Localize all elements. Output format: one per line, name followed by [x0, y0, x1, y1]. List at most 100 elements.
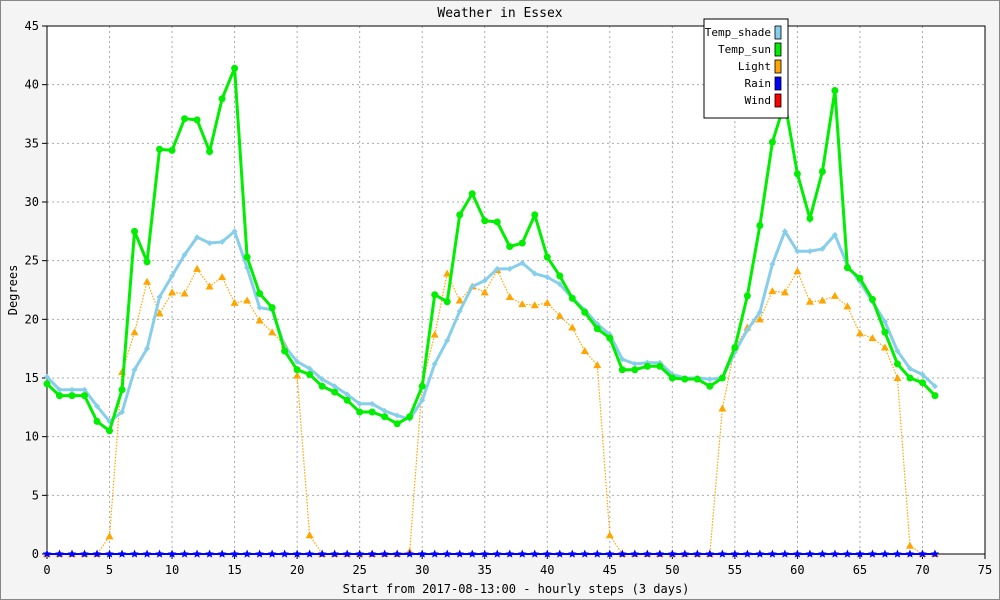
rain-point [618, 549, 627, 558]
rain-point [305, 549, 314, 558]
rain-point [255, 549, 264, 558]
rain-point [768, 549, 777, 558]
temp-sun-point [518, 239, 526, 247]
rain-point [805, 549, 815, 558]
x-tick-label: 70 [915, 563, 929, 577]
rain-point [593, 549, 602, 558]
light-point [130, 328, 139, 336]
temp-shade-point [431, 360, 438, 367]
light-point [830, 291, 839, 299]
x-tick-label: 35 [478, 563, 492, 577]
temp-shade-point [144, 345, 151, 352]
rain-point [530, 549, 540, 558]
light-point [155, 309, 164, 317]
x-axis-label: Start from 2017-08-13:00 - hourly steps … [343, 582, 690, 596]
x-tick-label: 5 [106, 563, 113, 577]
temp-sun-point [481, 217, 489, 225]
temp-sun-point [356, 408, 364, 416]
rain-point [330, 549, 339, 558]
rain-point [542, 549, 552, 558]
x-tick-label: 25 [352, 563, 366, 577]
temp-shade-point [419, 397, 426, 404]
light-point [543, 298, 552, 306]
temp-shade-point [519, 260, 526, 267]
light-line [47, 267, 935, 555]
rain-point [780, 549, 790, 558]
temp-sun-point [318, 382, 326, 390]
series-layer [42, 64, 940, 558]
plot-area [47, 26, 985, 554]
rain-point [155, 549, 164, 558]
rain-point [117, 549, 127, 558]
temp-shade-point [831, 231, 838, 238]
rain-point [693, 549, 702, 558]
temp-sun-point [831, 87, 839, 95]
temp-shade-point [506, 265, 513, 272]
temp-shade-point [181, 251, 188, 258]
rain-point [380, 549, 389, 558]
legend-swatch-temp-sun [774, 42, 782, 57]
temp-sun-point [856, 274, 864, 282]
x-tick-label: 40 [540, 563, 554, 577]
temp-shade-point [444, 337, 451, 344]
temp-sun-point [618, 366, 626, 374]
rain-point [80, 549, 89, 558]
temp-sun-point [606, 334, 614, 342]
temp-shade-point [919, 371, 926, 378]
temp-shade-point [481, 277, 488, 284]
light-point [868, 334, 877, 342]
temp-shade-point [394, 412, 401, 419]
legend: Temp_shade Temp_sun Light Rain Wind [703, 18, 789, 119]
temp-sun-point [218, 95, 226, 103]
temp-shade-point [756, 309, 763, 316]
rain-point [755, 549, 765, 558]
temp-sun-point [893, 360, 901, 368]
y-tick-label: 35 [25, 136, 39, 150]
light-point [793, 267, 802, 275]
y-tick-label: 5 [32, 488, 39, 502]
rain-point [668, 549, 677, 558]
temp-shade-point [219, 238, 226, 245]
temp-sun-point [168, 146, 176, 154]
temp-sun-point [718, 374, 726, 382]
rain-point [217, 549, 227, 558]
light-point [605, 531, 614, 539]
temp-shade-point [494, 265, 501, 272]
temp-shade-point [194, 234, 201, 241]
rain-point [630, 549, 640, 558]
temp-shade-point [881, 318, 888, 325]
temp-shade-point [469, 283, 476, 290]
rain-point [180, 549, 189, 558]
rain-point [167, 549, 177, 558]
temp-sun-point [443, 298, 451, 306]
rain-point [230, 549, 239, 558]
temp-shade-point [369, 400, 376, 407]
light-point [205, 282, 214, 290]
temp-sun-point [568, 294, 576, 302]
temp-sun-point [493, 218, 501, 226]
rain-point [67, 549, 77, 558]
light-point [268, 328, 277, 336]
temp-sun-point [231, 64, 239, 72]
temp-shade-point [806, 248, 813, 255]
rain-point [492, 549, 502, 558]
rain-point [893, 549, 902, 558]
light-point [443, 269, 452, 277]
rain-point [793, 549, 802, 558]
temp-shade-point [156, 294, 163, 301]
temp-shade-point [894, 348, 901, 355]
light-point [843, 302, 852, 310]
temp-sun-point [306, 370, 314, 378]
temp-shade-point [69, 386, 76, 393]
temp-shade-point [906, 365, 913, 372]
temp-shade-point [619, 356, 626, 363]
temp-sun-point [756, 221, 764, 229]
legend-label-rain: Rain [745, 77, 772, 90]
temp-sun-point [181, 115, 189, 123]
legend-swatch-wind [774, 93, 782, 108]
temp-shade-point [94, 403, 101, 410]
light-point [780, 288, 789, 296]
rain-point [355, 549, 364, 558]
rain-point [480, 549, 490, 558]
rain-point [467, 549, 477, 558]
